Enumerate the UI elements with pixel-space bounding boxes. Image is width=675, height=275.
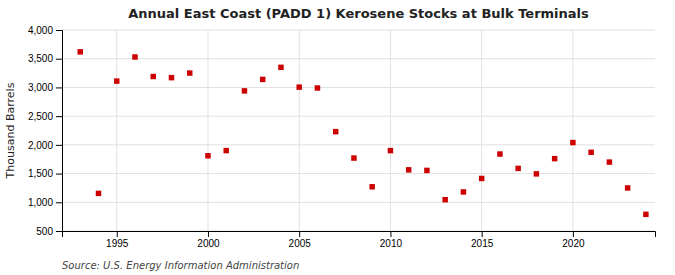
point [205,153,210,158]
tick-label: 3,500 [28,53,53,64]
tick-mark [208,231,209,237]
grid-line [62,202,655,203]
tick-mark [56,202,62,203]
grid-line [207,30,208,231]
point [534,171,539,176]
tick-label: 2,500 [28,111,53,122]
grid-line [62,87,655,88]
tick-label: 2,000 [28,140,53,151]
tick-mark [56,174,62,175]
point [223,148,228,153]
tick-label: 3,000 [28,82,53,93]
point [351,155,356,160]
point [552,156,557,161]
point [424,168,429,173]
point [315,85,320,90]
grid-line [116,30,117,231]
point [78,49,83,54]
tick-mark [56,231,62,232]
y-axis: 500 1,000 1,500 2,000 2,500 3,000 3,500 4,000 [28,25,63,237]
tick-label: 2005 [289,238,312,249]
tick: 1,000 [28,197,62,208]
tick: 3,500 [28,53,62,64]
point [388,148,393,153]
points [78,49,649,217]
y-axis-label: Thousand Barrels [4,82,17,179]
tick: 500 [36,226,62,237]
point [479,176,484,181]
tick-label: 1,500 [28,168,53,179]
tick: 1,500 [28,168,62,179]
tick-mark [56,116,62,117]
tick-mark [390,231,391,237]
point [442,197,447,202]
point [643,212,648,217]
tick-label: 4,000 [28,25,53,36]
point [278,65,283,70]
chart: 1995 2000 2005 2010 2015 2020 500 1,000 1,500 2,0… [0,0,675,275]
tick-mark [573,231,574,237]
tick-label: 2000 [197,238,220,249]
tick-mark [56,145,62,146]
tick: 2,500 [28,111,62,122]
title: Annual East Coast (PADD 1) Kerosene Stoc… [128,6,589,21]
tick-label: 1995 [106,238,129,249]
point [588,150,593,155]
point [260,77,265,82]
point [242,88,247,93]
grid-line [62,144,655,145]
tick-label: 2020 [562,238,585,249]
point [497,151,502,156]
tick-label: 2015 [471,238,494,249]
grid-line [62,173,655,174]
grid-line [62,58,655,59]
grid-line [62,116,655,117]
point [625,185,630,190]
x-axis: 1995 2000 2005 2010 2015 2020 [63,231,656,249]
grid-line [62,30,655,31]
tick: 3,000 [28,82,62,93]
grid-line [572,30,573,231]
plot-area: 1995 2000 2005 2010 2015 2020 500 1,000 1,500 2,0… [28,25,656,249]
tick: 2010 [380,231,403,249]
point [515,166,520,171]
tick-mark [56,59,62,60]
tick-mark [299,231,300,237]
grid-line [299,30,300,231]
tick-mark [117,231,118,237]
tick: 2015 [471,231,494,249]
point [96,191,101,196]
tick: 4,000 [28,25,62,36]
point [369,184,374,189]
tick: 2000 [197,231,220,249]
point [461,189,466,194]
point [187,70,192,75]
tick: 2020 [562,231,585,249]
point [406,167,411,172]
tick-mark [482,231,483,237]
grid-line [390,30,391,231]
tick: 1995 [106,231,129,249]
tick-label: 1,000 [28,197,53,208]
point [296,84,301,89]
tick-mark [56,30,62,31]
axis-line [56,31,63,232]
tick-mark [56,87,62,88]
point [114,78,119,83]
point [333,129,338,134]
point [150,74,155,79]
axis-line [63,232,656,238]
point [607,159,612,164]
grid-line [481,30,482,231]
tick-label: 500 [36,226,53,237]
grid [62,30,655,231]
tick-label: 2010 [380,238,403,249]
point [132,54,137,59]
point [169,75,174,80]
point [570,140,575,145]
tick: 2005 [289,231,312,249]
tick: 2,000 [28,140,62,151]
annotation: Source: U.S. Energy Information Administ… [62,260,299,271]
